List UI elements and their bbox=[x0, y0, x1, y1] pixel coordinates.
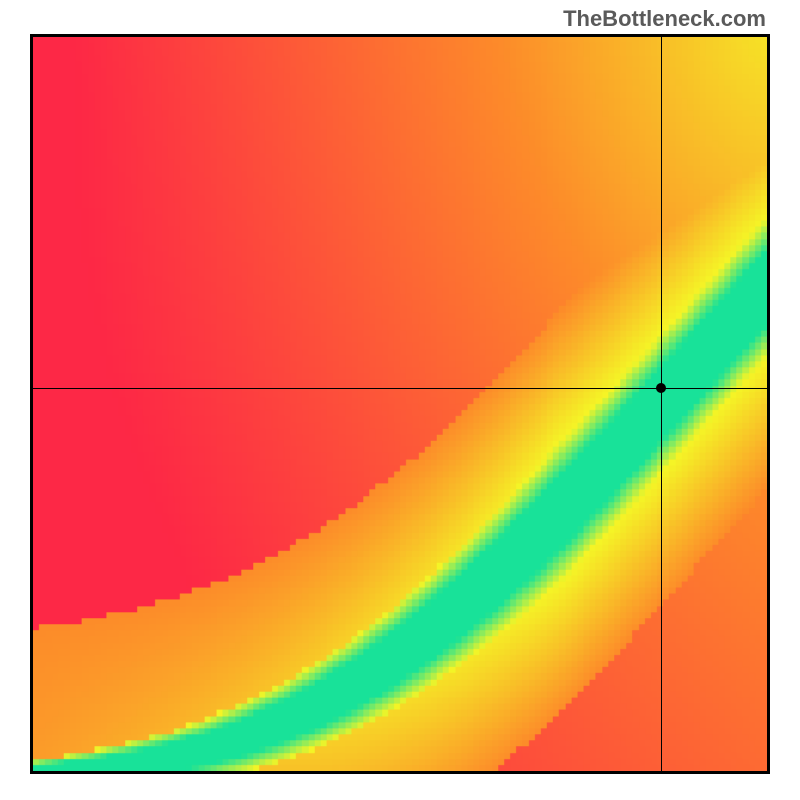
heatmap-canvas bbox=[33, 37, 767, 771]
attribution-text: TheBottleneck.com bbox=[563, 6, 766, 32]
heatmap-chart bbox=[30, 34, 770, 774]
crosshair-vertical bbox=[661, 37, 662, 771]
crosshair-dot bbox=[656, 383, 666, 393]
